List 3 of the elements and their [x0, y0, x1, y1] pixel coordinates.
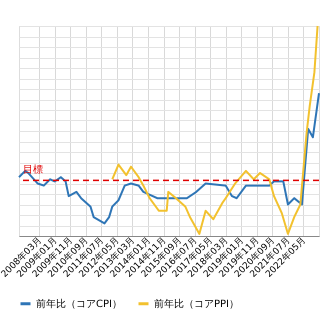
- ref-line-label: 目標: [23, 163, 43, 176]
- legend-label: 前年比（コアCPI）: [36, 298, 122, 310]
- legend-label: 前年比（コアPPI）: [154, 298, 240, 310]
